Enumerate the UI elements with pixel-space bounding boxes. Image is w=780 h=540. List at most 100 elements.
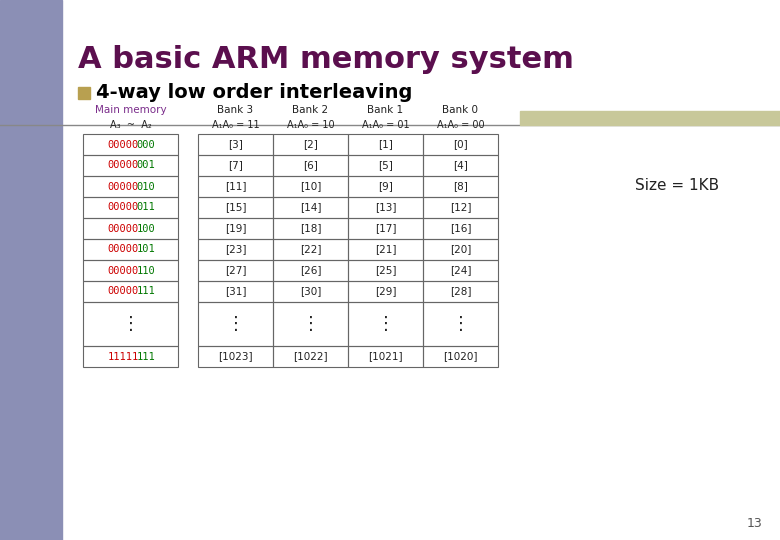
Text: [1020]: [1020] xyxy=(443,352,477,361)
Bar xyxy=(348,281,423,302)
Bar xyxy=(423,239,498,260)
Text: 00000: 00000 xyxy=(108,202,139,213)
Text: 110: 110 xyxy=(136,266,155,275)
Bar xyxy=(83,218,178,239)
Text: A₁A₀ = 00: A₁A₀ = 00 xyxy=(437,120,484,130)
Text: [13]: [13] xyxy=(374,202,396,213)
Bar xyxy=(423,281,498,302)
Text: [30]: [30] xyxy=(300,287,321,296)
Text: 011: 011 xyxy=(136,202,155,213)
Bar xyxy=(83,155,178,176)
Text: [21]: [21] xyxy=(374,245,396,254)
Text: ⋮: ⋮ xyxy=(122,315,140,333)
Text: [25]: [25] xyxy=(374,266,396,275)
Text: [3]: [3] xyxy=(228,139,243,150)
Text: 00000: 00000 xyxy=(108,287,139,296)
Bar xyxy=(423,197,498,218)
Text: Bank 1: Bank 1 xyxy=(367,105,403,115)
Bar xyxy=(78,87,90,99)
Bar xyxy=(423,302,498,346)
Text: 100: 100 xyxy=(136,224,155,233)
Text: [1022]: [1022] xyxy=(293,352,328,361)
Text: [26]: [26] xyxy=(300,266,321,275)
Bar xyxy=(83,281,178,302)
Text: [15]: [15] xyxy=(225,202,246,213)
Bar xyxy=(423,346,498,367)
Bar xyxy=(348,218,423,239)
Bar xyxy=(198,134,273,155)
Bar xyxy=(348,239,423,260)
Text: 000: 000 xyxy=(136,139,155,150)
Text: 00000: 00000 xyxy=(108,181,139,192)
Bar xyxy=(348,197,423,218)
Bar xyxy=(273,197,348,218)
Bar xyxy=(273,155,348,176)
Bar xyxy=(273,239,348,260)
Text: [1]: [1] xyxy=(378,139,393,150)
Text: [6]: [6] xyxy=(303,160,318,171)
Text: 4-way low order interleaving: 4-way low order interleaving xyxy=(96,83,413,102)
Text: [24]: [24] xyxy=(450,266,471,275)
Text: ⋮: ⋮ xyxy=(377,315,395,333)
Text: [23]: [23] xyxy=(225,245,246,254)
Text: [1023]: [1023] xyxy=(218,352,253,361)
Bar xyxy=(348,260,423,281)
Bar xyxy=(198,346,273,367)
Text: [5]: [5] xyxy=(378,160,393,171)
Text: ⋮: ⋮ xyxy=(452,315,470,333)
Bar xyxy=(423,155,498,176)
Text: Bank 3: Bank 3 xyxy=(218,105,254,115)
Bar xyxy=(423,218,498,239)
Text: [4]: [4] xyxy=(453,160,468,171)
Text: [22]: [22] xyxy=(300,245,321,254)
Bar xyxy=(198,260,273,281)
Text: ⋮: ⋮ xyxy=(226,315,244,333)
Bar xyxy=(348,155,423,176)
Text: A₁A₀ = 11: A₁A₀ = 11 xyxy=(211,120,259,130)
Text: 00000: 00000 xyxy=(108,139,139,150)
Bar xyxy=(348,176,423,197)
Bar xyxy=(198,218,273,239)
Text: [29]: [29] xyxy=(374,287,396,296)
Text: [27]: [27] xyxy=(225,266,246,275)
Bar xyxy=(348,346,423,367)
Bar xyxy=(348,134,423,155)
Text: 111: 111 xyxy=(136,287,155,296)
Bar xyxy=(198,197,273,218)
Text: Bank 0: Bank 0 xyxy=(442,105,478,115)
Bar xyxy=(0,0,62,540)
Text: [7]: [7] xyxy=(228,160,243,171)
Text: [31]: [31] xyxy=(225,287,246,296)
Text: A₁A₀ = 10: A₁A₀ = 10 xyxy=(287,120,335,130)
Bar xyxy=(83,176,178,197)
Text: 00000: 00000 xyxy=(108,224,139,233)
Text: [14]: [14] xyxy=(300,202,321,213)
Text: [0]: [0] xyxy=(453,139,468,150)
Bar xyxy=(520,111,780,125)
Text: [16]: [16] xyxy=(450,224,471,233)
Text: [10]: [10] xyxy=(300,181,321,192)
Text: Main memory: Main memory xyxy=(94,105,166,115)
Text: [18]: [18] xyxy=(300,224,321,233)
Bar xyxy=(198,281,273,302)
Bar xyxy=(198,302,273,346)
Bar xyxy=(83,346,178,367)
Bar xyxy=(273,302,348,346)
Text: 00000: 00000 xyxy=(108,266,139,275)
Bar xyxy=(273,176,348,197)
Text: 00000: 00000 xyxy=(108,245,139,254)
Text: A basic ARM memory system: A basic ARM memory system xyxy=(78,45,574,75)
Text: Size = 1KB: Size = 1KB xyxy=(635,178,719,192)
Text: [12]: [12] xyxy=(450,202,471,213)
Bar xyxy=(83,134,178,155)
Bar xyxy=(83,239,178,260)
Bar xyxy=(83,197,178,218)
Bar xyxy=(273,134,348,155)
Text: 13: 13 xyxy=(746,517,762,530)
Text: Bank 2: Bank 2 xyxy=(292,105,328,115)
Bar xyxy=(423,134,498,155)
Text: A₁A₀ = 01: A₁A₀ = 01 xyxy=(362,120,410,130)
Text: [2]: [2] xyxy=(303,139,318,150)
Text: 11111: 11111 xyxy=(108,352,139,361)
Bar xyxy=(83,302,178,346)
